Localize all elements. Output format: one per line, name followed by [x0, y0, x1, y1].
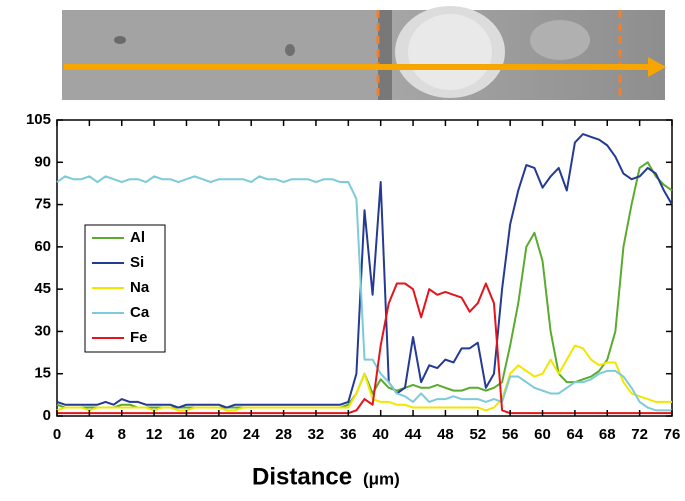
legend-label: Al [130, 229, 145, 246]
x-tick-label: 64 [567, 426, 584, 443]
x-tick-label: 0 [53, 426, 61, 443]
x-tick-label: 12 [146, 426, 163, 443]
legend-label: Si [130, 254, 144, 271]
y-tick-label: 75 [34, 196, 51, 213]
x-tick-label: 16 [178, 426, 195, 443]
series-line [56, 175, 672, 412]
x-tick-label: 4 [85, 426, 94, 443]
x-axis-unit: (μm) [363, 469, 400, 488]
plot-frame [56, 119, 673, 417]
x-tick-label: 48 [437, 426, 454, 443]
legend-label: Ca [130, 304, 150, 321]
x-tick-label: 32 [308, 426, 325, 443]
x-tick-label: 76 [664, 426, 681, 443]
legend-label: Na [130, 279, 150, 296]
legend-label: Fe [130, 329, 148, 346]
y-tick-label: 105 [26, 111, 51, 128]
x-tick-label: 8 [118, 426, 126, 443]
x-tick-label: 72 [631, 426, 648, 443]
y-tick-label: 60 [34, 238, 51, 255]
y-tick-label: 45 [34, 280, 51, 297]
x-axis-title: Distance [252, 463, 352, 490]
y-tick-label: 15 [34, 365, 51, 382]
y-tick-label: 90 [34, 153, 51, 170]
x-tick-label: 68 [599, 426, 616, 443]
x-tick-label: 44 [405, 426, 422, 443]
x-tick-label: 24 [243, 426, 260, 443]
x-tick-label: 36 [340, 426, 357, 443]
sem-image [62, 6, 666, 100]
x-tick-label: 20 [210, 426, 227, 443]
series-line [57, 282, 672, 415]
x-tick-label: 28 [275, 426, 292, 443]
x-tick-label: 52 [469, 426, 486, 443]
x-tick-label: 40 [372, 426, 389, 443]
x-tick-label: 56 [502, 426, 519, 443]
series-line [56, 344, 672, 412]
x-tick-label: 60 [534, 426, 551, 443]
y-tick-label: 30 [34, 322, 51, 339]
y-tick-label: 0 [43, 407, 51, 424]
series-line [56, 133, 673, 409]
